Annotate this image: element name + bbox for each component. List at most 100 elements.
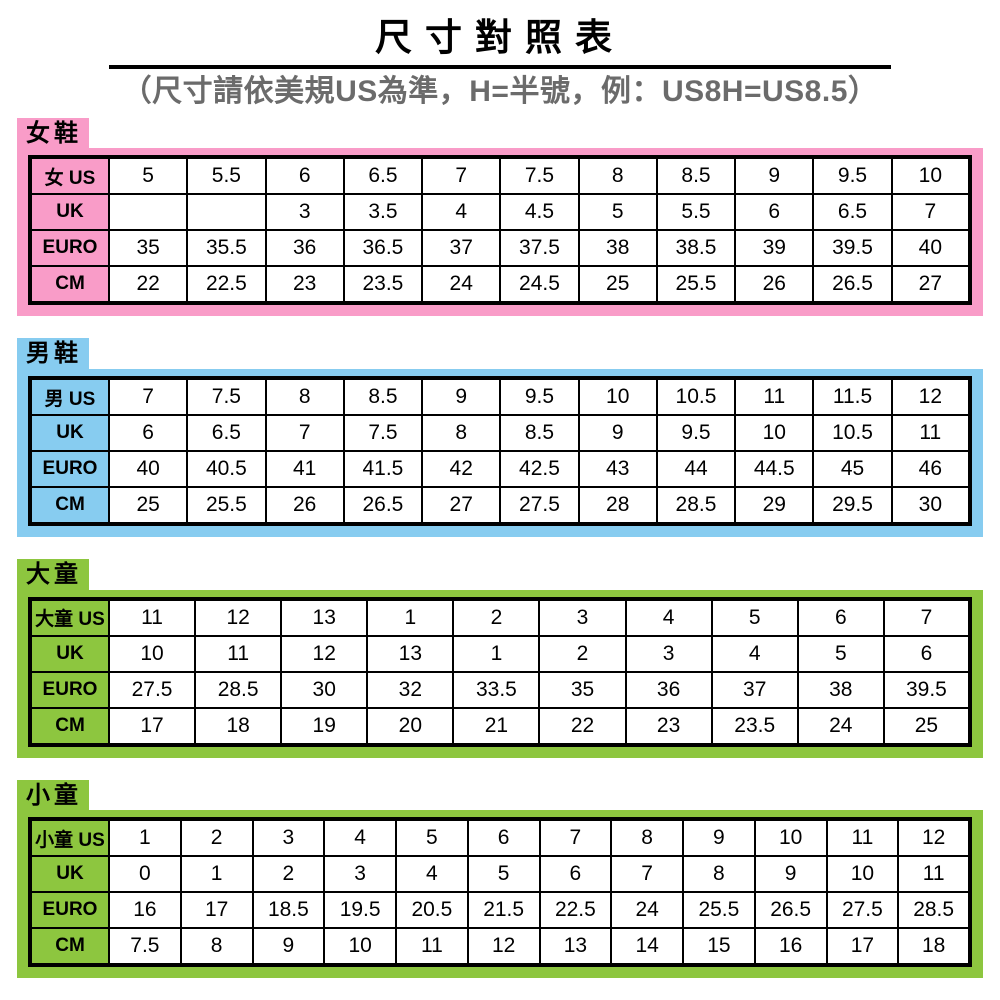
size-cell: 23.5 bbox=[710, 706, 799, 746]
size-cell: 25 bbox=[882, 706, 972, 746]
size-cell: 30 bbox=[280, 670, 369, 709]
size-cell: 7 bbox=[421, 156, 502, 196]
section-panel-women: 女 US 5 5.5 6 6.5 7 7.5 8 8.5 9 9.5 10 UK 3 3.5 4 4.5 5 5.5… bbox=[17, 148, 983, 317]
size-cell: 7 bbox=[264, 414, 345, 453]
size-cell: 4 bbox=[710, 634, 799, 673]
size-cell: 37 bbox=[421, 229, 502, 268]
size-cell: 6 bbox=[734, 193, 815, 232]
size-cell: 10 bbox=[577, 377, 658, 417]
size-cell: 10 bbox=[753, 818, 828, 858]
size-cell: 17 bbox=[179, 891, 254, 930]
size-cell: 10 bbox=[825, 855, 900, 894]
row-header: UK bbox=[29, 855, 110, 894]
table-row: 大童 US 11 12 13 1 2 3 4 5 6 7 bbox=[29, 597, 972, 637]
section-women-shoes: 女鞋 女 US 5 5.5 6 6.5 7 7.5 8 8.5 9 9.5 10 UK 3 3.5 4 4.5 5… bbox=[17, 117, 983, 317]
size-cell: 11 bbox=[395, 927, 469, 967]
table-row: 女 US 5 5.5 6 6.5 7 7.5 8 8.5 9 9.5 10 bbox=[29, 156, 972, 196]
size-cell: 4 bbox=[421, 193, 502, 232]
row-header: EURO bbox=[29, 450, 110, 489]
men-size-table: 男 US 7 7.5 8 8.5 9 9.5 10 10.5 11 11.5 12 UK 6 6.5 7 7.5… bbox=[28, 376, 972, 527]
size-cell: 12 bbox=[890, 377, 972, 417]
size-cell: 11 bbox=[194, 634, 283, 673]
little-kids-size-table: 小童 US 1 2 3 4 5 6 7 8 9 10 11 12 UK 0 1 2 3 4 5 6 7 8 9 10 11 EURO… bbox=[28, 817, 972, 968]
section-tab-big-kids: 大童 bbox=[17, 559, 89, 590]
size-cell bbox=[107, 193, 189, 232]
size-cell: 3 bbox=[251, 818, 326, 858]
size-cell: 12 bbox=[897, 818, 971, 858]
size-cell: 8.5 bbox=[655, 156, 737, 196]
size-cell: 28.5 bbox=[194, 670, 283, 709]
size-cell: 6.5 bbox=[186, 414, 267, 453]
size-cell: 4.5 bbox=[499, 193, 580, 232]
row-header: UK bbox=[29, 193, 110, 232]
page-title: 尺寸對照表 bbox=[375, 17, 625, 58]
size-cell: 5.5 bbox=[186, 156, 267, 196]
size-cell: 28.5 bbox=[897, 891, 971, 930]
table-row: UK 10 11 12 13 1 2 3 4 5 6 bbox=[29, 634, 972, 673]
size-cell: 41.5 bbox=[342, 450, 424, 489]
size-cell: 6 bbox=[882, 634, 972, 673]
size-cell: 15 bbox=[682, 927, 756, 967]
size-cell: 9.5 bbox=[812, 156, 893, 196]
table-row: UK 6 6.5 7 7.5 8 8.5 9 9.5 10 10.5 11 bbox=[29, 414, 972, 453]
size-cell: 10 bbox=[734, 414, 815, 453]
size-cell: 23.5 bbox=[342, 265, 424, 305]
size-cell: 41 bbox=[264, 450, 345, 489]
size-cell: 3.5 bbox=[342, 193, 424, 232]
row-header: CM bbox=[29, 706, 110, 746]
size-cell: 39 bbox=[734, 229, 815, 268]
page-header: 尺寸對照表 （尺寸請依美規US為準，H=半號，例：US8H=US8.5） bbox=[0, 0, 1000, 110]
size-cell: 8.5 bbox=[342, 377, 424, 417]
size-cell: 22 bbox=[107, 265, 189, 305]
size-cell: 0 bbox=[108, 855, 182, 894]
size-cell: 3 bbox=[624, 634, 713, 673]
size-cell: 8 bbox=[610, 818, 684, 858]
size-cell: 8 bbox=[577, 156, 658, 196]
size-cell: 12 bbox=[194, 597, 283, 637]
size-cell: 8 bbox=[421, 414, 502, 453]
size-cell: 19.5 bbox=[323, 891, 397, 930]
row-header: 小童 US bbox=[29, 818, 110, 858]
size-cell: 22.5 bbox=[186, 265, 267, 305]
section-panel-men: 男 US 7 7.5 8 8.5 9 9.5 10 10.5 11 11.5 12 UK 6 6.5 7 7.5… bbox=[17, 369, 983, 538]
size-cell: 3 bbox=[538, 597, 627, 637]
size-cell: 42 bbox=[421, 450, 502, 489]
size-cell: 36 bbox=[624, 670, 713, 709]
size-cell: 35 bbox=[107, 229, 189, 268]
size-cell: 6 bbox=[796, 597, 885, 637]
size-cell: 24 bbox=[796, 706, 885, 746]
size-cell: 9 bbox=[682, 818, 756, 858]
size-cell: 13 bbox=[538, 927, 613, 967]
size-chart-sections: 女鞋 女 US 5 5.5 6 6.5 7 7.5 8 8.5 9 9.5 10 UK 3 3.5 4 4.5 5… bbox=[17, 117, 983, 979]
size-cell: 17 bbox=[107, 706, 197, 746]
size-cell: 9 bbox=[251, 927, 326, 967]
size-cell: 35 bbox=[538, 670, 627, 709]
size-cell: 36.5 bbox=[342, 229, 424, 268]
size-cell: 9 bbox=[421, 377, 502, 417]
size-cell: 37.5 bbox=[499, 229, 580, 268]
size-cell: 2 bbox=[452, 597, 541, 637]
size-cell: 24.5 bbox=[499, 265, 580, 305]
size-cell: 40 bbox=[890, 229, 972, 268]
row-header: 男 US bbox=[29, 377, 110, 417]
size-cell: 8 bbox=[179, 927, 254, 967]
table-row: CM 7.5 8 9 10 11 12 13 14 15 16 17 18 bbox=[29, 927, 971, 967]
size-cell: 8 bbox=[264, 377, 345, 417]
size-cell: 9 bbox=[753, 855, 828, 894]
size-cell: 3 bbox=[264, 193, 345, 232]
size-cell: 11 bbox=[890, 414, 972, 453]
size-cell: 23 bbox=[624, 706, 713, 746]
size-cell: 28.5 bbox=[655, 486, 737, 526]
size-cell: 44 bbox=[655, 450, 737, 489]
size-cell: 5.5 bbox=[655, 193, 737, 232]
size-cell: 6 bbox=[107, 414, 189, 453]
size-cell: 4 bbox=[395, 855, 469, 894]
size-cell: 27 bbox=[890, 265, 972, 305]
table-row: UK 0 1 2 3 4 5 6 7 8 9 10 11 bbox=[29, 855, 971, 894]
size-cell: 10 bbox=[323, 927, 397, 967]
table-row: 男 US 7 7.5 8 8.5 9 9.5 10 10.5 11 11.5 12 bbox=[29, 377, 972, 417]
size-cell: 26.5 bbox=[342, 486, 424, 526]
size-cell: 2 bbox=[251, 855, 326, 894]
size-cell: 39.5 bbox=[812, 229, 893, 268]
size-cell: 22.5 bbox=[538, 891, 613, 930]
